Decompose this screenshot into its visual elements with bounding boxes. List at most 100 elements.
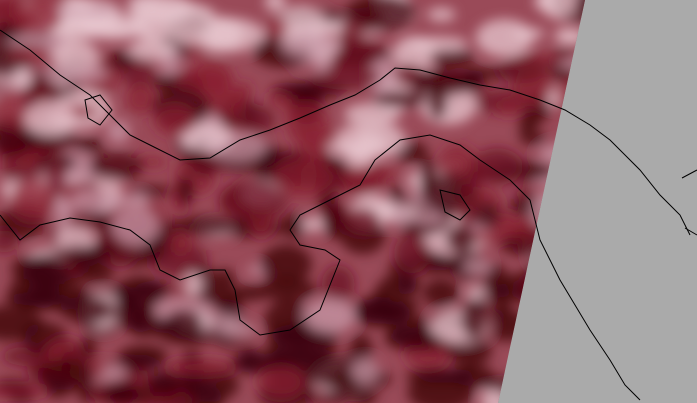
cloud-patch xyxy=(170,216,239,236)
cloud-patch xyxy=(182,367,239,402)
cloud-patch xyxy=(336,167,402,181)
cloud-patch xyxy=(134,280,173,299)
cloud-patch xyxy=(100,155,140,168)
cloud-patch xyxy=(148,241,208,276)
cloud-patch xyxy=(164,309,204,337)
cloud-patch xyxy=(458,184,481,226)
cloud-patch xyxy=(52,246,117,259)
cloud-patch xyxy=(169,229,192,254)
cloud-patch xyxy=(118,354,161,371)
cloud-patch xyxy=(322,203,348,239)
cloud-patch xyxy=(212,268,236,293)
cloud-patch xyxy=(179,122,232,151)
cloud-patch xyxy=(60,296,113,324)
cloud-patch xyxy=(483,263,508,298)
cloud-patch xyxy=(407,371,475,403)
cloud-patch xyxy=(343,207,381,234)
cloud-patch xyxy=(497,99,522,116)
cloud-patch xyxy=(271,83,328,96)
cloud-patch xyxy=(475,18,534,57)
cloud-patch xyxy=(45,158,67,193)
cloud-patch xyxy=(37,357,95,391)
cloud-patch xyxy=(113,296,146,329)
cloud-patch xyxy=(446,336,493,366)
east-coast xyxy=(681,169,697,236)
cloud-patch xyxy=(70,188,120,214)
cloud-patch xyxy=(445,224,476,254)
cloud-patch xyxy=(177,175,194,206)
cloud-patch xyxy=(412,211,446,225)
cloud-patch xyxy=(460,298,488,339)
cloud-patch xyxy=(518,133,548,145)
cloud-patch xyxy=(339,18,364,51)
cloud-patch xyxy=(128,38,176,60)
north-coastline xyxy=(0,29,691,236)
cloud-patch xyxy=(371,90,428,108)
cloud-patch xyxy=(301,216,326,232)
cloud-patch xyxy=(74,137,105,153)
cloud-patch xyxy=(8,2,63,34)
cloud-patch xyxy=(258,277,318,302)
cloud-patch xyxy=(312,64,381,90)
cloud-patch xyxy=(349,333,373,368)
cloud-patch xyxy=(455,171,483,191)
cloud-patch xyxy=(80,13,145,40)
cloud-patch xyxy=(10,256,58,281)
cloud-patch xyxy=(279,213,310,239)
cloud-patch xyxy=(271,157,336,199)
island-outline xyxy=(439,189,471,221)
cloud-patch xyxy=(384,331,417,343)
cloud-patch xyxy=(303,298,357,334)
cloud-patch xyxy=(335,121,406,159)
cloud-patch xyxy=(429,48,475,67)
cloud-patch xyxy=(24,100,76,137)
cloud-patch xyxy=(466,285,486,304)
cloud-patch xyxy=(282,32,336,58)
cloud-patch xyxy=(321,265,355,304)
cloud-patch xyxy=(127,0,194,23)
cloud-patch xyxy=(174,70,235,92)
cloud-patch xyxy=(534,0,585,15)
cloud-patch xyxy=(259,244,313,285)
cloud-patch xyxy=(165,359,237,375)
cloud-patch xyxy=(0,230,19,253)
cloud-patch xyxy=(351,358,379,384)
cloud-patch xyxy=(353,296,401,328)
cloud-patch xyxy=(218,181,288,221)
cloud-patch xyxy=(146,370,182,397)
cloud-patch xyxy=(518,113,538,136)
cloud-patch xyxy=(266,328,336,367)
lake-outline xyxy=(84,94,113,126)
cloud-patch xyxy=(366,56,396,96)
cloud-patch xyxy=(390,206,411,227)
cloud-patch xyxy=(111,206,159,246)
cloud-patch xyxy=(6,46,53,62)
cloud-patch xyxy=(106,119,131,144)
cloud-patch xyxy=(14,67,33,88)
cloud-patch xyxy=(107,50,134,70)
cloud-patch xyxy=(153,104,196,136)
cloud-patch xyxy=(422,278,460,308)
cloud-patch xyxy=(498,56,549,83)
cloud-patch xyxy=(232,284,267,302)
cloud-patch xyxy=(93,389,155,402)
cloud-patch xyxy=(257,366,305,399)
cloud-patch xyxy=(284,102,328,138)
cloud-patch xyxy=(427,7,456,22)
cloud-patch xyxy=(332,45,383,68)
cloud-patch xyxy=(0,305,43,342)
coastlines xyxy=(0,29,697,401)
cloud-patch xyxy=(10,179,55,222)
cloud-patch xyxy=(264,17,288,38)
cloud-patch xyxy=(471,148,523,185)
cloud-patch xyxy=(227,88,249,105)
cloud-patch xyxy=(0,385,50,397)
cloud-patch xyxy=(408,36,469,51)
cloud-patch xyxy=(125,84,156,115)
isthmus-coast xyxy=(0,134,641,401)
cloud-patch xyxy=(394,232,431,274)
cloud-patch xyxy=(462,258,491,275)
cloud-patch xyxy=(264,0,286,12)
